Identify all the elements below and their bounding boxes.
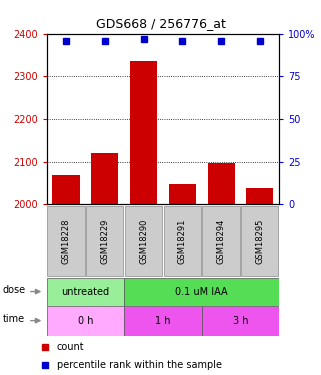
Text: GSM18294: GSM18294 [217,218,226,264]
Text: 0 h: 0 h [78,316,93,326]
Bar [86,206,123,276]
Text: percentile rank within the sample: percentile rank within the sample [57,360,222,370]
Bar [207,163,235,204]
Bar [164,206,201,276]
Text: GSM18295: GSM18295 [256,218,265,264]
Bar [130,62,157,204]
Bar [202,306,279,336]
Bar [241,206,279,276]
Bar [125,206,162,276]
Bar [47,206,84,276]
Text: 1 h: 1 h [155,316,171,326]
Bar [246,188,273,204]
Bar [91,153,118,204]
Bar [52,176,80,204]
Bar [47,306,124,336]
Text: time: time [2,314,24,324]
Bar [124,278,279,306]
Text: GSM18290: GSM18290 [139,218,148,264]
Text: GSM18229: GSM18229 [100,218,109,264]
Bar [169,184,196,204]
Text: count: count [57,342,84,352]
Text: 3 h: 3 h [233,316,248,326]
Text: 0.1 uM IAA: 0.1 uM IAA [175,286,228,297]
Text: GDS668 / 256776_at: GDS668 / 256776_at [96,17,225,30]
Bar [124,306,202,336]
Bar [47,278,124,306]
Bar [203,206,240,276]
Text: dose: dose [2,285,25,295]
Text: untreated: untreated [61,286,109,297]
Text: GSM18291: GSM18291 [178,218,187,264]
Text: GSM18228: GSM18228 [61,218,70,264]
